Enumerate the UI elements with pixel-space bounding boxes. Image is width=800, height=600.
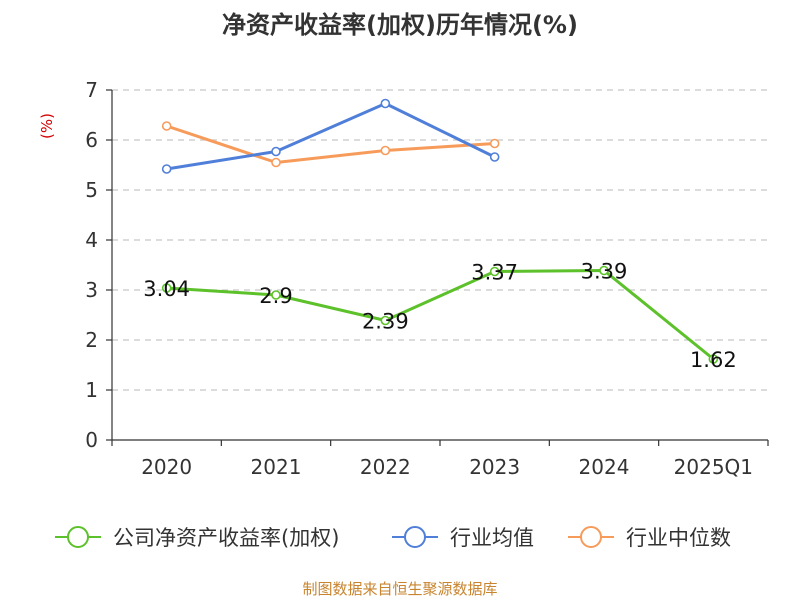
data-label: 3.39 bbox=[581, 260, 628, 284]
legend-marker bbox=[580, 526, 602, 548]
data-point bbox=[489, 266, 500, 277]
legend-label: 行业中位数 bbox=[626, 526, 731, 550]
data-label: 3.37 bbox=[471, 261, 518, 285]
series-line bbox=[166, 269, 715, 361]
x-tick-label: 2021 bbox=[251, 455, 302, 479]
series-line bbox=[166, 102, 496, 171]
x-tick-label: 2022 bbox=[360, 455, 411, 479]
data-point bbox=[599, 265, 609, 276]
data-point bbox=[271, 157, 281, 168]
y-tick-label: 3 bbox=[85, 278, 98, 302]
chart-title: 净资产收益率(加权)历年情况(%) bbox=[222, 11, 578, 39]
series-line bbox=[166, 124, 495, 164]
axes: 0 1 2 3 4 5 6 7 2020 2021 2022 2023 2024 2025Q1 bbox=[85, 78, 769, 479]
data-point bbox=[489, 152, 500, 162]
gridlines bbox=[112, 89, 768, 391]
data-label: 1.62 bbox=[690, 348, 737, 372]
data-point bbox=[380, 145, 391, 156]
data-label: 2.9 bbox=[259, 284, 292, 308]
data-point bbox=[161, 121, 172, 131]
y-tick-label: 5 bbox=[85, 178, 98, 202]
y-tick-label: 6 bbox=[85, 128, 98, 152]
x-tick-label: 2020 bbox=[141, 455, 192, 479]
legend-marker bbox=[67, 526, 89, 548]
y-axis-unit: (%) bbox=[38, 113, 56, 139]
x-tick-label: 2024 bbox=[579, 455, 630, 479]
data-label: 2.39 bbox=[362, 310, 409, 334]
data-point bbox=[380, 98, 391, 109]
legend: 公司净资产收益率(加权) 行业均值 行业中位数 bbox=[55, 526, 731, 550]
x-tick-label: 2023 bbox=[469, 455, 520, 479]
legend-marker bbox=[404, 526, 426, 548]
y-tick-label: 2 bbox=[85, 328, 98, 352]
data-point bbox=[271, 146, 281, 157]
x-tick-label: 2025Q1 bbox=[674, 455, 753, 479]
data-labels: 3.04 2.9 2.39 3.37 3.39 1.62 bbox=[143, 260, 736, 373]
data-point bbox=[380, 315, 391, 326]
y-tick-label: 4 bbox=[85, 228, 98, 252]
data-point bbox=[161, 164, 172, 174]
data-label: 3.04 bbox=[143, 277, 190, 301]
data-point bbox=[489, 138, 500, 149]
y-tick-label: 1 bbox=[85, 378, 98, 402]
data-point bbox=[271, 290, 281, 300]
legend-label: 行业均值 bbox=[450, 526, 534, 550]
y-tick-label: 0 bbox=[85, 428, 98, 452]
data-point bbox=[708, 354, 719, 364]
source-note: 制图数据来自恒生聚源数据库 bbox=[302, 580, 497, 598]
y-tick-label: 7 bbox=[85, 78, 98, 102]
data-point bbox=[161, 283, 172, 293]
series-lines bbox=[161, 98, 719, 364]
legend-label: 公司净资产收益率(加权) bbox=[113, 526, 339, 550]
